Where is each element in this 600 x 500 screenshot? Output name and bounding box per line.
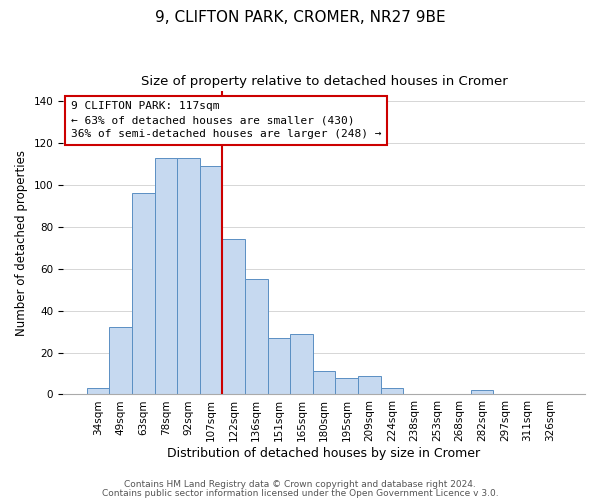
Text: Contains HM Land Registry data © Crown copyright and database right 2024.: Contains HM Land Registry data © Crown c…: [124, 480, 476, 489]
Bar: [177, 158, 200, 394]
Bar: [200, 166, 223, 394]
Bar: [313, 372, 335, 394]
Title: Size of property relative to detached houses in Cromer: Size of property relative to detached ho…: [140, 75, 508, 88]
Bar: [335, 378, 358, 394]
Text: 9, CLIFTON PARK, CROMER, NR27 9BE: 9, CLIFTON PARK, CROMER, NR27 9BE: [155, 10, 445, 25]
Text: Contains public sector information licensed under the Open Government Licence v : Contains public sector information licen…: [101, 489, 499, 498]
Bar: [471, 390, 493, 394]
Bar: [245, 279, 268, 394]
Bar: [87, 388, 109, 394]
Bar: [132, 194, 155, 394]
Bar: [290, 334, 313, 394]
Bar: [268, 338, 290, 394]
Bar: [223, 240, 245, 394]
Bar: [358, 376, 380, 394]
Bar: [155, 158, 177, 394]
Bar: [109, 328, 132, 394]
X-axis label: Distribution of detached houses by size in Cromer: Distribution of detached houses by size …: [167, 447, 481, 460]
Bar: [380, 388, 403, 394]
Y-axis label: Number of detached properties: Number of detached properties: [15, 150, 28, 336]
Text: 9 CLIFTON PARK: 117sqm
← 63% of detached houses are smaller (430)
36% of semi-de: 9 CLIFTON PARK: 117sqm ← 63% of detached…: [71, 101, 382, 139]
